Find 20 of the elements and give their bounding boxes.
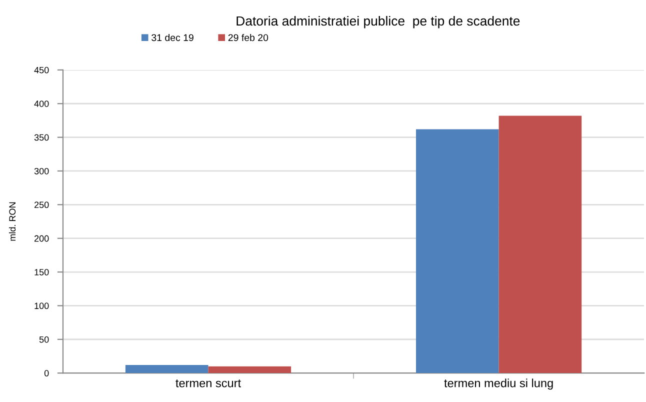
y-tick-label: 150 xyxy=(34,268,49,276)
y-tick-label: 200 xyxy=(34,235,49,242)
legend-label: 29 feb 20 xyxy=(228,34,268,42)
y-tick-label: 50 xyxy=(39,336,49,343)
y-tick-label: 350 xyxy=(34,134,49,141)
chart-title: Datoria administratiei publice pe tip de scadente xyxy=(236,16,520,28)
bar xyxy=(208,366,292,374)
bar xyxy=(416,129,499,374)
y-tick-label: 450 xyxy=(34,66,49,74)
x-tick-label: termen scurt xyxy=(176,380,241,388)
y-tick-label: 300 xyxy=(34,168,49,174)
y-tick-label: 250 xyxy=(34,202,49,208)
y-tick-label: 400 xyxy=(34,100,49,107)
bar xyxy=(125,364,208,374)
y-tick-label: 0 xyxy=(44,370,49,376)
x-tick-label: termen mediu si lung xyxy=(444,378,553,390)
bar xyxy=(498,116,582,374)
legend-label: 31 dec 19 xyxy=(152,34,194,42)
y-tick-label: 100 xyxy=(34,302,49,310)
y-axis-title: mld. RON xyxy=(8,202,16,241)
